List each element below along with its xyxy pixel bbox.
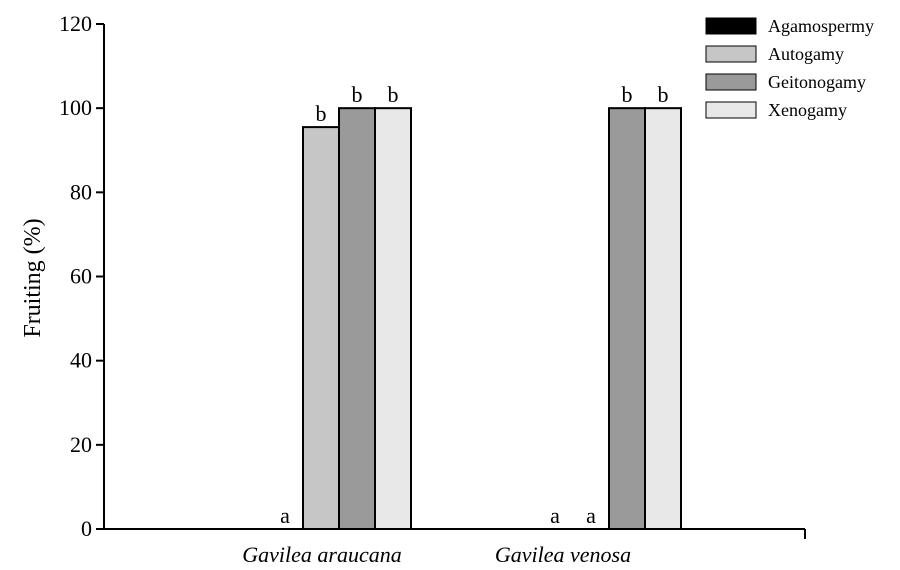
y-tick-label: 20 xyxy=(70,432,92,457)
significance-label: b xyxy=(316,101,327,126)
y-tick-label: 60 xyxy=(70,264,92,289)
y-tick-label: 40 xyxy=(70,348,92,373)
significance-label: a xyxy=(280,503,290,528)
significance-label: b xyxy=(658,82,669,107)
y-tick-label: 0 xyxy=(81,516,92,541)
y-tick-label: 120 xyxy=(59,11,92,36)
legend-label-xenogamy: Xenogamy xyxy=(768,100,847,120)
significance-label: b xyxy=(622,82,633,107)
significance-label: b xyxy=(352,82,363,107)
bar-group xyxy=(302,107,682,531)
legend: Agamospermy Autogamy Geitonogamy Xenogamy xyxy=(705,16,874,120)
bar-xenogamy-2 xyxy=(644,107,682,531)
bar-xenogamy-1 xyxy=(374,107,412,531)
legend-swatch-geitonogamy xyxy=(705,73,757,91)
significance-label: b xyxy=(388,82,399,107)
bar-geitonogamy-2 xyxy=(608,107,646,531)
x-category-label: Gavilea araucana xyxy=(242,542,401,567)
y-tick-label: 80 xyxy=(70,179,92,204)
x-category-label: Gavilea venosa xyxy=(495,542,631,567)
legend-label-autogamy: Autogamy xyxy=(768,44,844,64)
y-tick-group: 0 20 40 60 80 100 120 xyxy=(59,11,104,541)
significance-label: a xyxy=(550,503,560,528)
legend-swatch-autogamy xyxy=(705,45,757,63)
axis-group xyxy=(103,24,806,539)
y-tick-label: 100 xyxy=(59,95,92,120)
legend-label-agamospermy: Agamospermy xyxy=(768,16,874,36)
significance-label: a xyxy=(586,503,596,528)
legend-swatch-agamospermy xyxy=(705,17,757,35)
legend-label-geitonogamy: Geitonogamy xyxy=(768,72,866,92)
bar-autogamy-1 xyxy=(302,126,340,531)
legend-swatch-xenogamy xyxy=(705,101,757,119)
y-axis-label: Fruiting (%) xyxy=(20,218,46,337)
bar-geitonogamy-1 xyxy=(338,107,376,531)
